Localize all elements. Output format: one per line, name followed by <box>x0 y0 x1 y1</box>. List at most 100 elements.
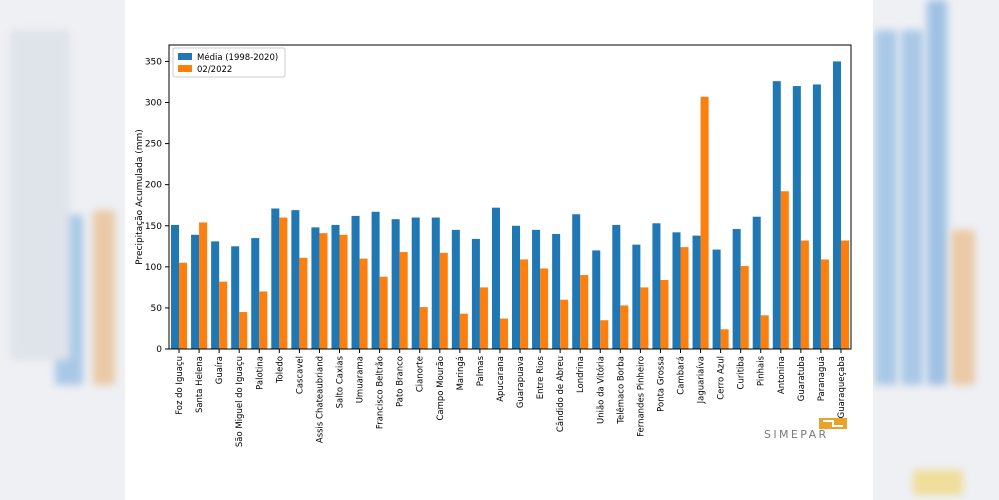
bar-media-32 <box>812 84 821 349</box>
bar-media-30 <box>772 81 781 350</box>
bar-2022-19 <box>560 299 569 349</box>
bar-2022-16 <box>499 318 508 349</box>
bar-2022-24 <box>660 279 669 349</box>
bar-2022-1 <box>199 222 208 349</box>
bar-media-3 <box>231 246 240 349</box>
bar-2022-8 <box>339 234 348 349</box>
bar-media-7 <box>311 227 320 349</box>
x-tick-label: Palmas <box>476 355 486 386</box>
x-tick-label: Cambará <box>677 356 687 395</box>
x-tick-label: Entre Rios <box>536 355 546 399</box>
bar-media-12 <box>411 217 420 349</box>
x-tick-label: Cerro Azul <box>717 356 727 400</box>
bar-2022-18 <box>540 268 549 349</box>
x-tick-label: Umuarama <box>356 356 366 403</box>
x-tick-label: Londrina <box>576 356 586 393</box>
bar-media-10 <box>371 211 380 349</box>
bar-2022-25 <box>680 247 689 349</box>
x-tick-label: Cândido de Abreu <box>556 356 566 432</box>
logo-text: SIMEPAR <box>764 428 829 440</box>
bar-media-11 <box>391 219 400 349</box>
bar-2022-31 <box>800 240 809 349</box>
bar-2022-13 <box>439 252 448 349</box>
x-tick-label: Cascavel <box>295 356 305 394</box>
x-tick-label: Antonina <box>777 356 787 394</box>
y-tick-label: 50 <box>151 304 163 314</box>
x-tick-label: Ponta Grossa <box>656 356 666 412</box>
bar-media-29 <box>752 216 761 349</box>
x-tick-label: Campo Mourão <box>436 356 446 421</box>
bar-2022-2 <box>219 281 228 349</box>
bar-2022-28 <box>740 266 749 349</box>
bar-2022-27 <box>720 329 729 349</box>
x-tick-label: Foz do Iguaçu <box>175 356 185 415</box>
bar-media-4 <box>251 238 260 349</box>
bar-media-19 <box>552 233 561 349</box>
bar-2022-0 <box>179 262 188 349</box>
bar-2022-10 <box>379 276 388 349</box>
y-tick-label: 150 <box>145 222 162 232</box>
bar-media-24 <box>652 223 661 349</box>
bar-2022-23 <box>640 287 649 349</box>
bar-media-9 <box>351 215 360 349</box>
x-tick-label: Palotina <box>255 356 265 390</box>
bar-2022-32 <box>820 259 829 349</box>
bar-media-14 <box>451 229 460 349</box>
bar-2022-9 <box>359 258 368 349</box>
plot-frame <box>168 44 852 350</box>
bar-2022-17 <box>520 259 529 349</box>
x-tick-label: Apucarana <box>496 356 506 402</box>
x-tick-label: Assis Chateaubriand <box>315 356 325 443</box>
x-tick-label: Telêmaco Borba <box>615 356 626 425</box>
bar-media-6 <box>291 210 300 349</box>
simepar-logo-icon: SIMEPAR <box>764 418 847 441</box>
bar-2022-22 <box>620 305 629 349</box>
chart-card: 0 50 100 150 200 250 300 350 Foz do Iguaçu Santa… <box>125 0 873 500</box>
bar-media-13 <box>431 217 440 349</box>
bar-2022-14 <box>459 313 468 349</box>
x-tick-label: Guarapuava <box>516 356 526 408</box>
bar-2022-4 <box>259 291 268 349</box>
bar-2022-11 <box>399 252 408 349</box>
x-tick-label: Guaratuba <box>797 356 807 401</box>
bar-2022-30 <box>780 191 789 349</box>
bar-media-16 <box>491 207 500 349</box>
x-tick-label: Guaraqueçaba <box>837 356 847 418</box>
x-tick-label: União da Vitória <box>595 356 606 424</box>
y-tick-label: 300 <box>145 99 162 109</box>
y-tick-label: 350 <box>145 57 162 67</box>
bar-2022-21 <box>600 320 609 349</box>
bar-media-33 <box>832 61 841 350</box>
bar-2022-6 <box>299 257 308 349</box>
bar-media-0 <box>171 224 180 349</box>
legend-box <box>172 47 286 78</box>
bar-media-15 <box>471 238 480 349</box>
x-tick-label: Pato Branco <box>396 356 406 407</box>
bar-media-5 <box>271 208 280 349</box>
bar-chart: 0 50 100 150 200 250 300 350 Foz do Iguaçu Santa… <box>135 44 852 447</box>
legend-swatch <box>178 53 192 60</box>
legend-label: 02/2022 <box>197 65 232 75</box>
bar-media-27 <box>712 249 721 349</box>
bar-media-26 <box>692 235 701 349</box>
bar-media-22 <box>612 224 621 349</box>
legend: Média (1998-2020) 02/2022 <box>172 47 286 78</box>
bar-media-20 <box>572 214 581 349</box>
x-tick-label: Fernandes Pinheiro <box>636 356 646 437</box>
bar-2022-3 <box>239 312 248 349</box>
x-tick-label: Curitiba <box>737 356 747 389</box>
bar-media-17 <box>512 225 521 349</box>
legend-label: Média (1998-2020) <box>197 52 278 63</box>
x-tick-label: Cianorte <box>416 356 426 392</box>
y-tick-label: 100 <box>145 263 162 273</box>
bar-media-18 <box>532 229 541 349</box>
bar-media-31 <box>792 86 801 349</box>
background-left-blur <box>0 0 125 500</box>
bar-media-1 <box>191 234 200 349</box>
x-tick-label: Guaíra <box>215 356 225 384</box>
bar-2022-20 <box>580 275 589 349</box>
bar-media-23 <box>632 244 641 349</box>
x-tick-label: Salto Caxias <box>336 355 346 408</box>
y-tick-label: 0 <box>156 345 162 355</box>
bar-media-28 <box>732 229 741 349</box>
